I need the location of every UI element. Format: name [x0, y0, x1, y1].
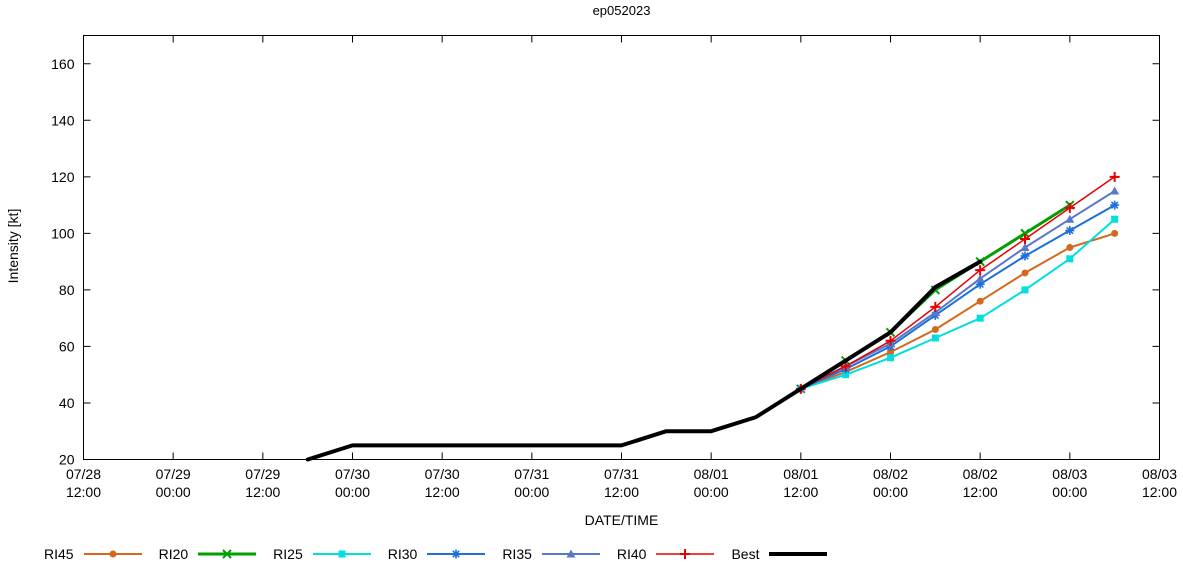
- y-tick-label: 40: [59, 395, 75, 411]
- y-axis-label: Intensity [kt]: [5, 208, 21, 284]
- legend-sample-line: [198, 549, 257, 559]
- series-RI25: [797, 215, 1119, 393]
- legend-sample-line: [312, 550, 371, 558]
- x-tick-label-time: 00:00: [156, 484, 191, 500]
- legend-sample-line: [541, 549, 600, 558]
- x-tick-label-date: 07/31: [514, 466, 549, 482]
- x-tick-label-date: 08/03: [1052, 466, 1087, 482]
- x-tick-label-time: 12:00: [604, 484, 639, 500]
- legend-label: RI30: [387, 546, 418, 562]
- y-tick-label: 160: [51, 56, 75, 72]
- legend-item-RI35: RI35: [502, 546, 602, 562]
- x-tick-label-date: 07/29: [245, 466, 280, 482]
- x-tick-label-time: 00:00: [1052, 484, 1087, 500]
- legend-item-RI30: RI30: [388, 546, 488, 562]
- x-tick-label-date: 07/29: [156, 466, 191, 482]
- legend-label: RI35: [502, 546, 532, 562]
- x-tick-label-time: 12:00: [783, 484, 818, 500]
- x-tick-label-date: 07/31: [604, 466, 639, 482]
- legend-label: RI25: [273, 546, 303, 562]
- x-tick-label-time: 00:00: [873, 484, 908, 500]
- legend-sample-line: [83, 550, 142, 558]
- x-tick-label-date: 07/30: [335, 466, 370, 482]
- x-tick-label-time: 00:00: [514, 484, 549, 500]
- x-tick-label-date: 08/02: [963, 466, 998, 482]
- x-tick-label-date: 07/30: [425, 466, 460, 482]
- legend-label: RI20: [158, 546, 189, 562]
- y-tick-label: 100: [51, 225, 75, 241]
- y-tick-label: 140: [51, 112, 75, 128]
- x-tick-label-date: 08/02: [873, 466, 908, 482]
- y-tick-label: 60: [59, 338, 75, 354]
- x-tick-label-date: 07/28: [66, 466, 101, 482]
- x-tick-label-date: 08/01: [783, 466, 818, 482]
- x-tick-label-time: 12:00: [245, 484, 280, 500]
- legend-label: RI40: [616, 546, 647, 562]
- y-tick-label: 80: [59, 282, 75, 298]
- legend-label: Best: [731, 546, 760, 562]
- legend-sample-line: [427, 549, 486, 559]
- x-axis-label: DATE/TIME: [584, 512, 659, 528]
- x-tick-label-time: 12:00: [425, 484, 460, 500]
- legend-item-RI25: RI25: [273, 546, 373, 562]
- x-tick-label-time: 00:00: [694, 484, 729, 500]
- legend-sample-line: [656, 549, 715, 559]
- x-tick-label-time: 12:00: [1142, 484, 1177, 500]
- x-tick-label-time: 00:00: [335, 484, 370, 500]
- legend-label: RI45: [44, 546, 74, 562]
- y-tick-label: 20: [59, 452, 75, 468]
- y-tick-label: 120: [51, 169, 75, 185]
- plot-border: [83, 35, 1160, 460]
- legend-item-RI45: RI45: [44, 546, 144, 562]
- legend-item-RI20: RI20: [159, 546, 259, 562]
- legend-item-RI40: RI40: [617, 546, 717, 562]
- series-RI40: [795, 171, 1120, 394]
- x-tick-label-date: 08/01: [694, 466, 729, 482]
- chart-title: ep052023: [592, 3, 651, 18]
- series-Best: [305, 259, 983, 462]
- chart-legend: RI45 RI20 RI25 RI30 RI35 RI40 Best: [44, 546, 829, 562]
- x-tick-label-date: 08/03: [1142, 466, 1177, 482]
- legend-sample-line: [769, 552, 828, 556]
- legend-item-Best: Best: [731, 546, 829, 562]
- x-tick-label-time: 12:00: [66, 484, 101, 500]
- x-tick-label-time: 12:00: [963, 484, 998, 500]
